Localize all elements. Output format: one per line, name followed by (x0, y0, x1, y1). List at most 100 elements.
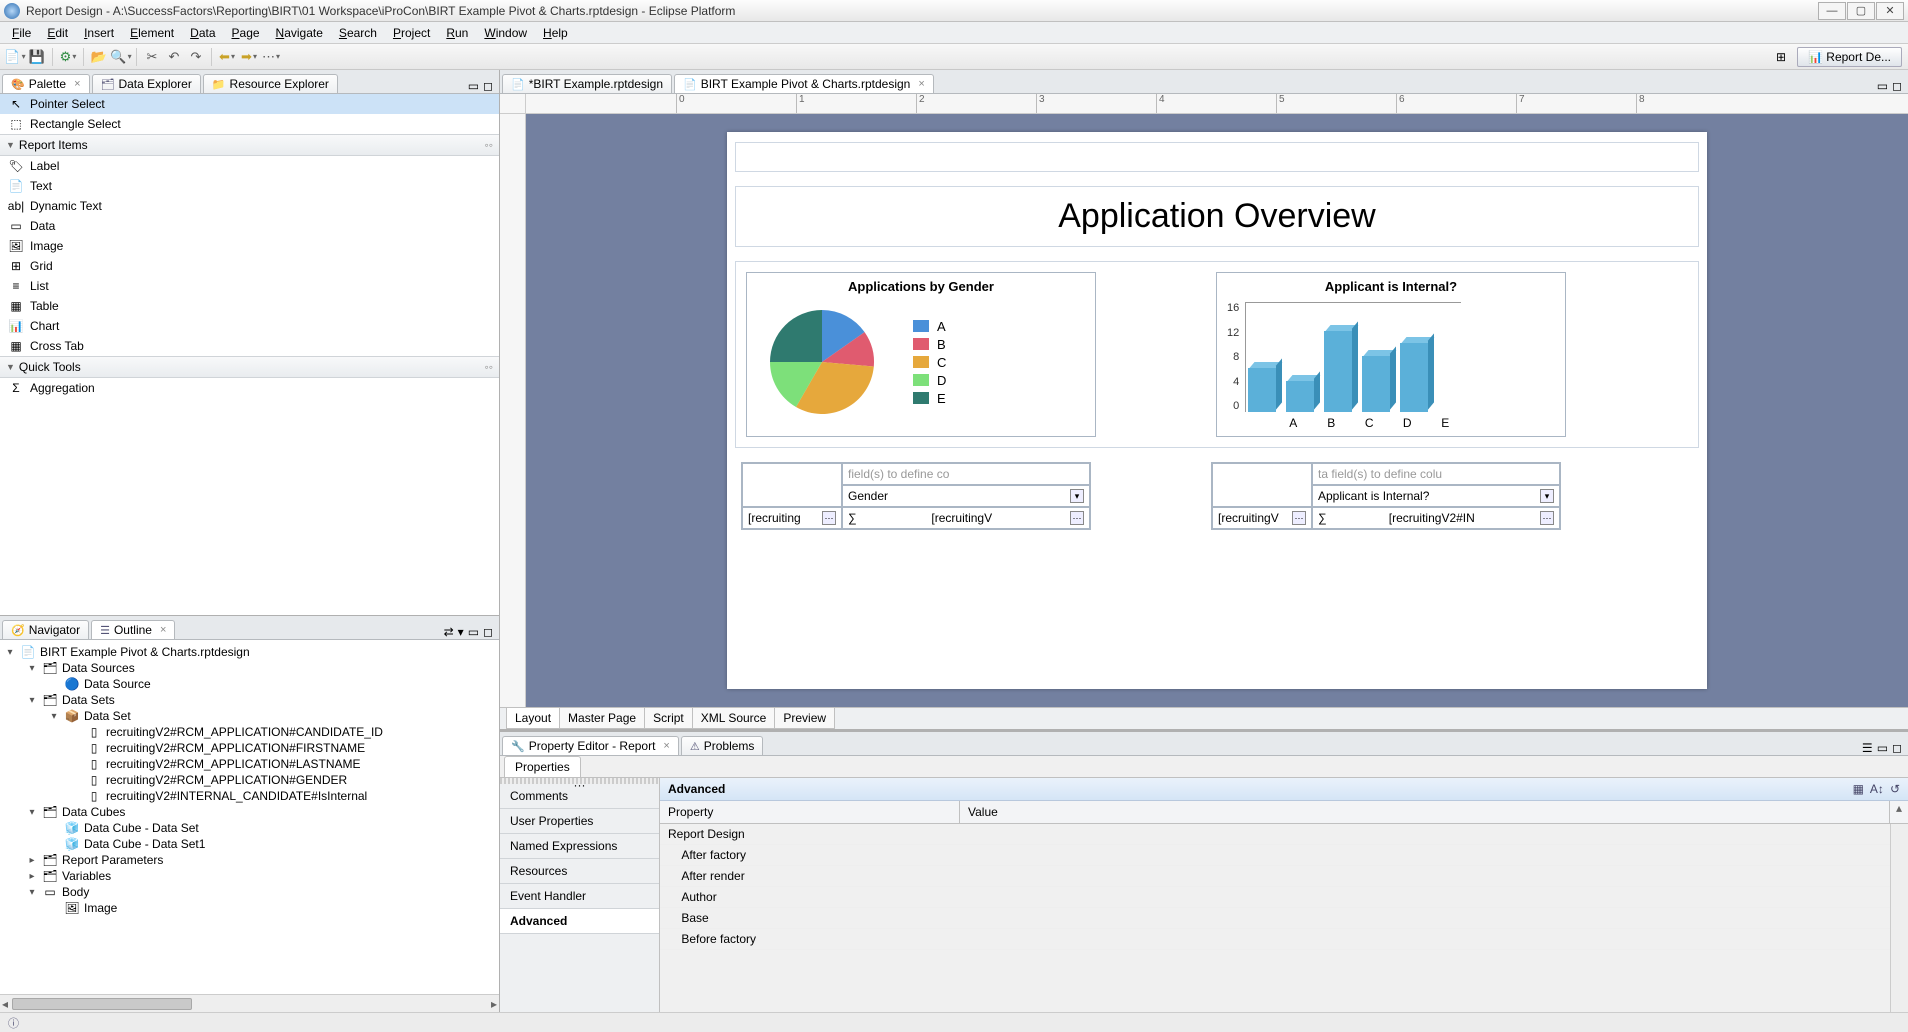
palette-item-image[interactable]: 🖼Image (0, 236, 499, 256)
close-icon[interactable]: × (663, 740, 669, 752)
perspective-button[interactable]: 📊 Report De... (1797, 47, 1902, 67)
menu-window[interactable]: Window (476, 24, 535, 42)
editor-tab-script[interactable]: Script (644, 708, 693, 729)
editor-tab-xml-source[interactable]: XML Source (692, 708, 776, 729)
property-row[interactable]: After render (660, 866, 1890, 887)
pin-icon[interactable]: ◦◦ (484, 138, 493, 152)
menu-navigate[interactable]: Navigate (268, 24, 331, 42)
palette-item-list[interactable]: ≡List (0, 276, 499, 296)
minimize-view-icon[interactable]: ▭ (468, 79, 479, 93)
redo-icon[interactable]: ↷ (187, 48, 205, 66)
tab-palette[interactable]: 🎨 Palette × (2, 74, 90, 93)
outline-data-set[interactable]: ▾📦Data Set (2, 708, 497, 724)
ct-dim[interactable]: Gender▾ (842, 485, 1090, 507)
tab-outline[interactable]: ☰ Outline × (91, 620, 175, 639)
title-band[interactable]: Application Overview (735, 186, 1699, 247)
prop-cat-advanced[interactable]: Advanced (500, 909, 659, 934)
outline-cube-2[interactable]: 🧊Data Cube - Data Set1 (2, 836, 497, 852)
perspective-switcher-icon[interactable]: ⊞ (1773, 49, 1789, 65)
palette-item-data[interactable]: ▭Data (0, 216, 499, 236)
search-icon[interactable]: 🔍 (112, 48, 130, 66)
minimize-button[interactable]: — (1818, 2, 1846, 20)
subtab-properties[interactable]: Properties (504, 756, 581, 777)
link-icon[interactable]: ⇄ (444, 625, 454, 639)
maximize-view-icon[interactable]: ◻ (1892, 741, 1902, 755)
palette-item-grid[interactable]: ⊞Grid (0, 256, 499, 276)
outline-cube-1[interactable]: 🧊Data Cube - Data Set (2, 820, 497, 836)
prop-value[interactable] (960, 866, 1890, 886)
expand-icon[interactable]: ▾ (4, 647, 16, 658)
undo-icon[interactable]: ↶ (165, 48, 183, 66)
palette-item-label[interactable]: 🏷Label (0, 156, 499, 176)
property-row[interactable]: After factory (660, 845, 1890, 866)
rectangle-select-tool[interactable]: ⬚ Rectangle Select (0, 114, 499, 134)
maximize-view-icon[interactable]: ◻ (483, 79, 493, 93)
alpha-sort-icon[interactable]: A↕ (1870, 782, 1884, 796)
tab-data-explorer[interactable]: 🗂 Data Explorer (92, 74, 201, 93)
prop-cat-resources[interactable]: Resources (500, 859, 659, 884)
menu-insert[interactable]: Insert (76, 24, 122, 42)
ct-dim[interactable]: Applicant is Internal?▾ (1312, 485, 1560, 507)
editor-tab-2[interactable]: 📄 BIRT Example Pivot & Charts.rptdesign … (674, 74, 934, 93)
pin-icon[interactable]: ◦◦ (484, 360, 493, 374)
debug-icon[interactable]: ⚙ (59, 48, 77, 66)
palette-item-chart[interactable]: 📊Chart (0, 316, 499, 336)
maximize-view-icon[interactable]: ◻ (1892, 79, 1902, 93)
property-row[interactable]: Report Design (660, 824, 1890, 845)
crosstab-2[interactable]: ta field(s) to define colu Applicant is … (1211, 462, 1561, 530)
prop-cat-named-expressions[interactable]: Named Expressions (500, 834, 659, 859)
forward-icon[interactable]: ➡ (240, 48, 258, 66)
palette-item-dynamic-text[interactable]: ab|Dynamic Text (0, 196, 499, 216)
dropdown-icon[interactable]: ▾ (1540, 489, 1554, 503)
report-items-section[interactable]: ▼ Report Items ◦◦ (0, 134, 499, 156)
menu-edit[interactable]: Edit (39, 24, 76, 42)
outline-data-sources[interactable]: ▾🗂Data Sources (2, 660, 497, 676)
col-property[interactable]: Property (660, 801, 960, 823)
ct-row-area[interactable] (1212, 463, 1312, 507)
prop-value[interactable] (960, 887, 1890, 907)
property-row[interactable]: Before factory (660, 929, 1890, 950)
menu-help[interactable]: Help (535, 24, 576, 42)
menu-element[interactable]: Element (122, 24, 182, 42)
editor-tab-preview[interactable]: Preview (774, 708, 835, 729)
outline-body[interactable]: ▾▭Body (2, 884, 497, 900)
outline-field-2[interactable]: ▯recruitingV2#RCM_APPLICATION#LASTNAME (2, 756, 497, 772)
outline-image[interactable]: 🖼Image (2, 900, 497, 916)
header-band[interactable] (735, 142, 1699, 172)
menu-file[interactable]: File (4, 24, 39, 42)
expand-icon[interactable]: ▾ (26, 663, 38, 674)
ct-col-hint[interactable]: field(s) to define co (842, 463, 1090, 485)
minimize-view-icon[interactable]: ▭ (468, 625, 479, 639)
tab-property-editor[interactable]: 🔧 Property Editor - Report × (502, 736, 679, 755)
ct-measure-1[interactable]: [recruitingV⋯ (1212, 507, 1312, 529)
close-icon[interactable]: × (74, 78, 80, 90)
ct-row-area[interactable] (742, 463, 842, 507)
vertical-scrollbar[interactable] (1890, 824, 1908, 1012)
scroll-up-icon[interactable]: ▴ (1890, 801, 1908, 823)
outline-data-cubes[interactable]: ▾🗂Data Cubes (2, 804, 497, 820)
expand-icon[interactable]: ▾ (26, 807, 38, 818)
report-page[interactable]: Application Overview Applications by Gen… (727, 132, 1707, 689)
charts-band[interactable]: Applications by Gender ABCDE Applicant i… (735, 261, 1699, 448)
new-icon[interactable]: 📄 (6, 48, 24, 66)
prop-value[interactable] (960, 824, 1890, 844)
ct-col-hint[interactable]: ta field(s) to define colu (1312, 463, 1560, 485)
tab-problems[interactable]: ⚠ Problems (681, 736, 764, 755)
outline-field-4[interactable]: ▯recruitingV2#INTERNAL_CANDIDATE#IsInter… (2, 788, 497, 804)
maximize-button[interactable]: ▢ (1847, 2, 1875, 20)
quick-tools-section[interactable]: ▼ Quick Tools ◦◦ (0, 356, 499, 378)
aggregation-tool[interactable]: Σ Aggregation (0, 378, 499, 398)
dropdown-icon[interactable]: ▾ (1070, 489, 1084, 503)
prop-cat-event-handler[interactable]: Event Handler (500, 884, 659, 909)
field-btn-icon[interactable]: ⋯ (1070, 511, 1084, 525)
outline-report-params[interactable]: ▸🗂Report Parameters (2, 852, 497, 868)
menu-page[interactable]: Page (224, 24, 268, 42)
prop-value[interactable] (960, 929, 1890, 949)
editor-tab-layout[interactable]: Layout (506, 708, 560, 729)
expand-icon[interactable]: ▸ (26, 855, 38, 866)
outline-variables[interactable]: ▸🗂Variables (2, 868, 497, 884)
expand-icon[interactable]: ▾ (26, 887, 38, 898)
close-icon[interactable]: × (918, 78, 924, 90)
local-props-icon[interactable]: ▦ (1853, 782, 1864, 796)
editor-tab-master-page[interactable]: Master Page (559, 708, 645, 729)
